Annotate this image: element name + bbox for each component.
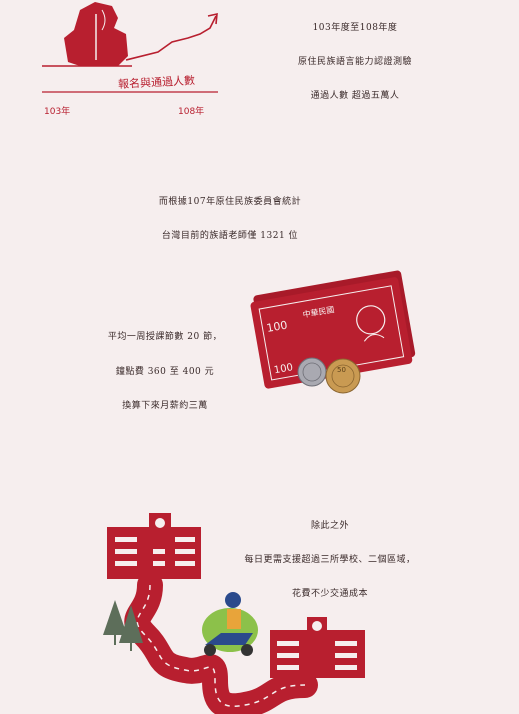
school-building-1 — [107, 513, 201, 579]
arrow-head — [207, 12, 218, 25]
bill-value-2: 100 — [273, 362, 294, 376]
section1-line-1: 103年度至108年度 — [312, 23, 398, 33]
money-illustration: 100 中華民國 100 50 — [250, 270, 416, 394]
tree-icon — [103, 600, 143, 651]
bill-value: 100 — [266, 319, 289, 335]
section4-line-1: 除此之外 — [310, 521, 349, 531]
section4-line-3: 花費不少交通成本 — [291, 589, 368, 599]
coin-gold: 50 — [325, 358, 361, 394]
section2-line-2: 台灣目前的族語老師僅 1321 位 — [161, 231, 299, 241]
section1-line-2: 原住民族語言能力認證測驗 — [297, 57, 412, 67]
banknote-stack: 100 中華民國 100 — [250, 270, 416, 389]
section3-line-3: 換算下來月薪約三萬 — [122, 401, 208, 411]
year-end-label: 108年 — [178, 107, 205, 117]
school-building-2 — [270, 617, 365, 678]
trend-line — [125, 15, 217, 61]
scooter-rider-icon — [202, 592, 258, 656]
growth-chart-illustration — [42, 2, 218, 93]
section3-line-1: 平均一周授課節數 20 節， — [107, 332, 223, 342]
coin-value: 50 — [337, 366, 346, 374]
year-start-label: 103年 — [44, 107, 71, 117]
section2-line-1: 而根據107年原住民族委員會統計 — [158, 197, 302, 207]
commute-illustration — [103, 513, 365, 714]
coin-silver — [297, 357, 327, 387]
section4-line-2: 每日更需支援超過三所學校、二個區域， — [244, 555, 416, 565]
person-figure — [64, 2, 128, 66]
section1-line-3: 通過人數 超過五萬人 — [310, 91, 400, 101]
section3-line-2: 鐘點費 360 至 400 元 — [115, 367, 215, 377]
